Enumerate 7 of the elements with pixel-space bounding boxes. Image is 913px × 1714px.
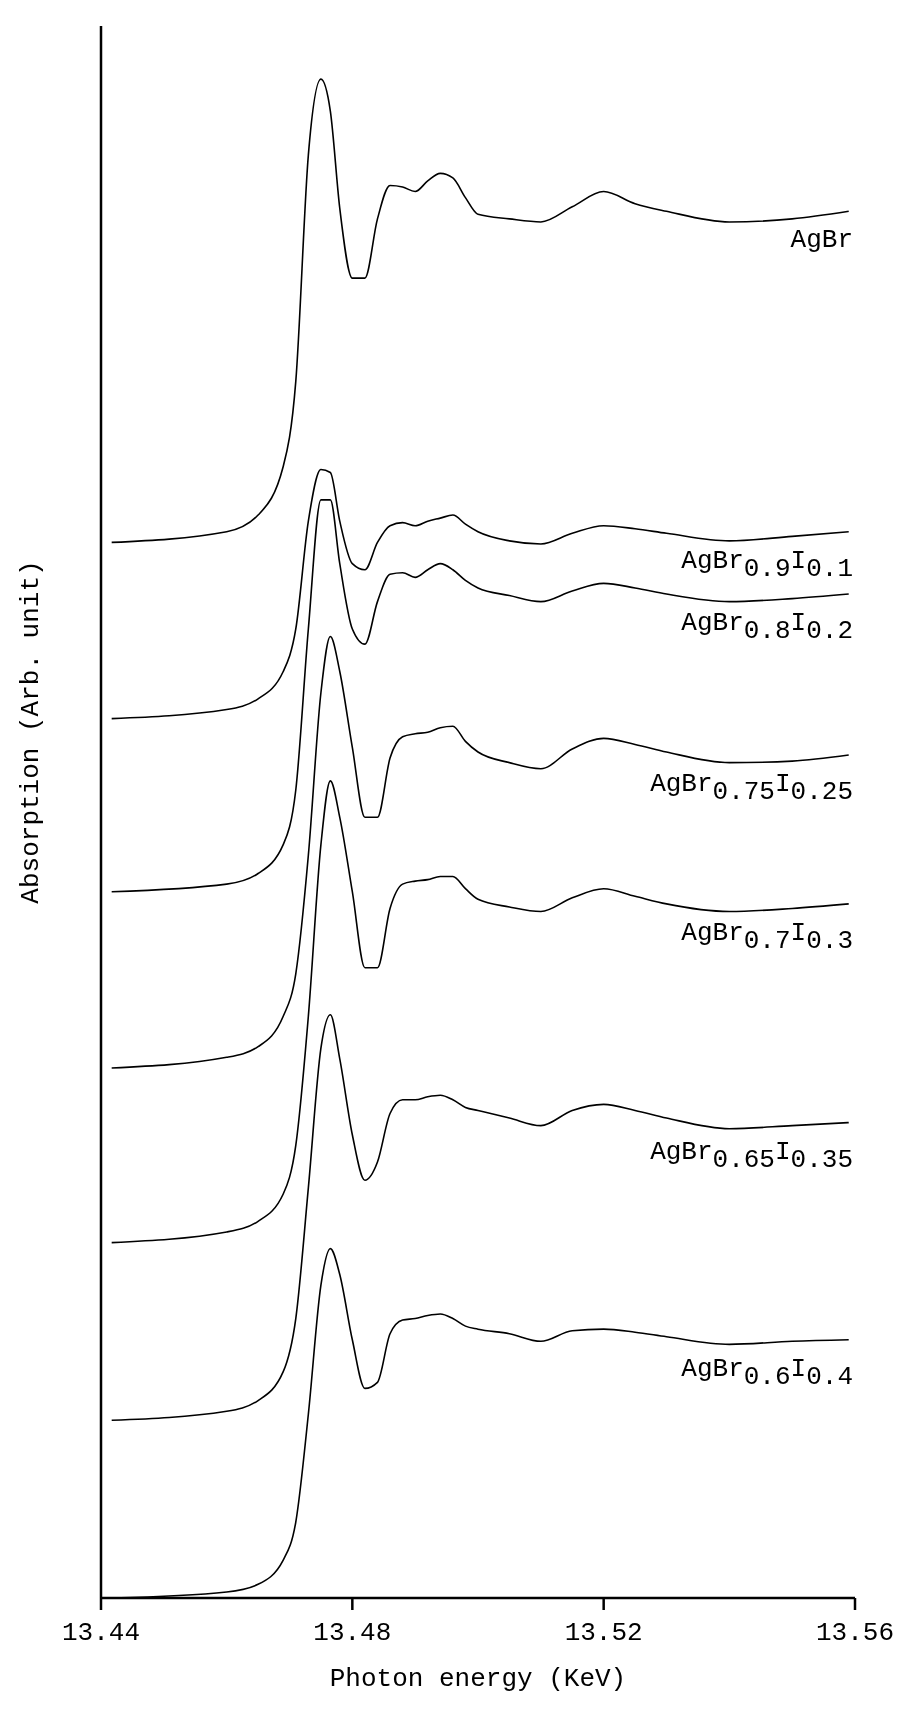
x-tick-label: 13.52 — [564, 1618, 643, 1648]
y-axis-title: Absorption (Arb. unit) — [16, 560, 46, 904]
series-label: AgBr — [790, 225, 853, 256]
x-tick-label: 13.44 — [61, 1618, 141, 1648]
x-tick-label: 13.56 — [815, 1618, 895, 1648]
x-tick-label: 13.48 — [313, 1618, 392, 1648]
x-axis-title: Photon energy (KeV) — [329, 1664, 627, 1694]
